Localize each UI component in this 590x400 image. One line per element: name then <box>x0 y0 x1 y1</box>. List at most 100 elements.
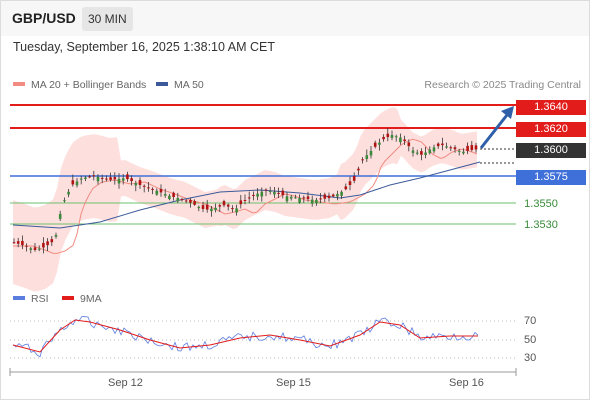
candle-body <box>441 143 444 146</box>
candle-body <box>79 178 83 180</box>
legend-ma50-label: MA 50 <box>174 79 204 91</box>
candle-body <box>96 176 100 182</box>
candle-body <box>331 194 335 197</box>
candle-body <box>21 240 24 246</box>
candle-body <box>315 199 318 204</box>
legend-ma20: MA 20 + Bollinger Bands <box>13 79 146 91</box>
candle-body <box>168 195 171 200</box>
candle-body <box>243 199 247 201</box>
candle-body <box>344 186 348 190</box>
candle-body <box>294 197 297 199</box>
candle-body <box>415 152 419 154</box>
candle-body <box>474 145 478 150</box>
candle-body <box>130 178 133 182</box>
candle-body <box>432 147 436 152</box>
candle-body <box>378 142 381 145</box>
candle-body <box>180 199 184 201</box>
candle-body <box>273 191 276 195</box>
candle-body <box>239 200 243 205</box>
candle-body <box>281 190 285 196</box>
candle-body <box>100 177 104 179</box>
candle-body <box>336 194 339 197</box>
support-1-label: 1.3550 <box>524 198 558 210</box>
candle-body <box>403 139 406 142</box>
legend-9ma: 9MA <box>62 293 102 305</box>
candle-body <box>42 242 45 248</box>
legend-ma20-label: MA 20 + Bollinger Bands <box>31 79 147 91</box>
last-price-label: 1.3600 <box>516 143 586 158</box>
candle-body <box>138 180 142 185</box>
projection-arrowhead <box>501 106 514 119</box>
candle-body <box>29 248 33 250</box>
legend-rsi: RSI <box>13 293 49 305</box>
candle-body <box>365 155 369 160</box>
candle-body <box>247 197 251 199</box>
candle-body <box>298 197 301 203</box>
candle-body <box>16 241 20 244</box>
legend-rsi-label: RSI <box>31 293 49 305</box>
candle-body <box>357 168 360 171</box>
candle-body <box>348 181 352 185</box>
candle-body <box>302 197 306 199</box>
candle-body <box>134 183 138 186</box>
candle-body <box>155 190 159 195</box>
candle-body <box>12 242 16 244</box>
candle-body <box>306 196 310 200</box>
x-label-sep15: Sep 15 <box>276 377 311 389</box>
candle-body <box>394 136 398 138</box>
candle-body <box>197 206 201 209</box>
rsi-level-70: 70 <box>524 315 537 327</box>
ma20-line <box>13 138 478 254</box>
candle-body <box>277 192 280 194</box>
ma50-swatch <box>156 82 168 87</box>
candle-body <box>176 198 180 202</box>
candle-body <box>109 177 112 180</box>
ma50-line <box>12 161 481 229</box>
candle-body <box>147 187 150 189</box>
candle-body <box>449 147 453 149</box>
candle-body <box>386 133 390 138</box>
candle-body <box>323 194 327 199</box>
candle-body <box>75 181 79 186</box>
candle-body <box>84 177 87 180</box>
candle-body <box>453 147 457 150</box>
candle-body <box>218 205 222 207</box>
candle-body <box>117 178 121 184</box>
candle-body <box>340 191 343 196</box>
x-label-sep16: Sep 16 <box>449 377 484 389</box>
projection-arrow <box>479 114 509 149</box>
candle-body <box>369 151 373 156</box>
candle-body <box>126 174 129 180</box>
candle-body <box>268 191 272 193</box>
timeframe-button[interactable]: 30 MIN <box>82 7 133 31</box>
candle-body <box>159 188 163 193</box>
candle-body <box>436 143 440 147</box>
candle-body <box>327 195 331 199</box>
ma20-swatch <box>13 82 25 87</box>
candle-body <box>193 201 196 205</box>
candle-body <box>25 245 28 247</box>
candle-body <box>470 145 474 151</box>
legend-ma50: MA 50 <box>156 79 204 91</box>
candle-body <box>411 150 415 153</box>
candle-body <box>361 159 364 161</box>
candle-body <box>457 150 461 152</box>
rsi-swatch <box>13 296 25 301</box>
candle-body <box>428 149 432 154</box>
candle-body <box>33 247 37 250</box>
chart-header: GBP/USD 30 MIN <box>0 0 590 36</box>
candle-body <box>63 200 66 202</box>
candle-body <box>382 136 385 140</box>
rsi-level-30: 30 <box>524 352 537 364</box>
candle-body <box>214 207 217 210</box>
x-label-sep12: Sep 12 <box>108 377 143 389</box>
candle-body <box>235 208 238 213</box>
candle-body <box>445 146 448 148</box>
resistance-1-label: 1.3620 <box>516 122 586 137</box>
candle-body <box>390 135 394 138</box>
candle-body <box>113 177 117 180</box>
research-credit: Research © 2025 Trading Central <box>424 79 581 91</box>
candle-body <box>399 137 402 143</box>
candle-body <box>226 204 230 207</box>
